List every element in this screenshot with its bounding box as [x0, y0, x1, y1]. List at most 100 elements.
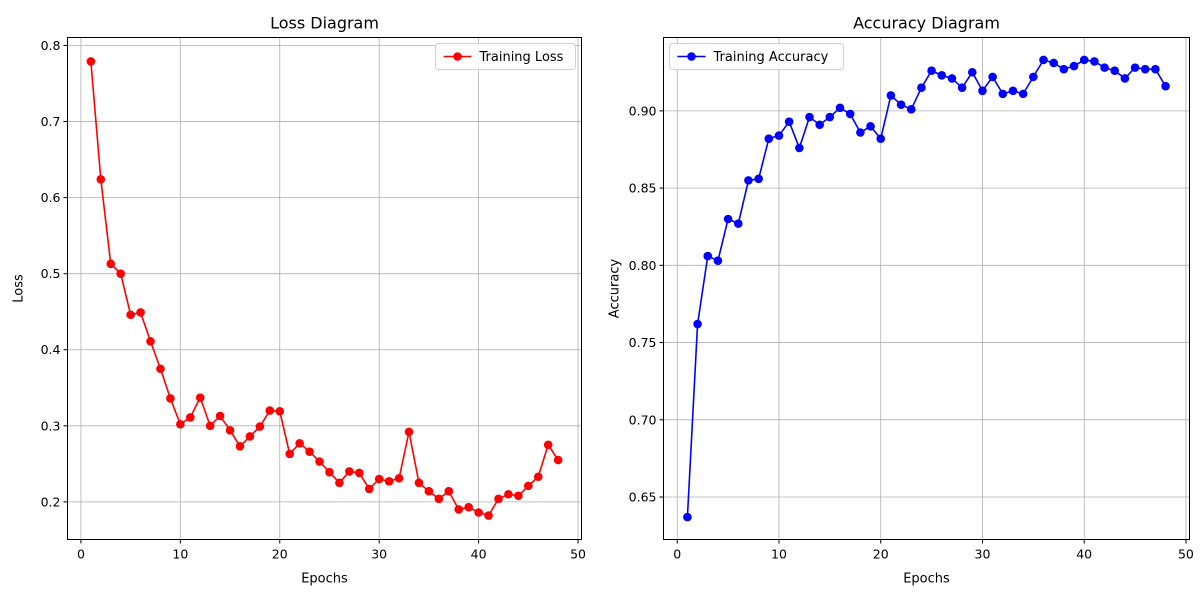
accuracy-data-point [805, 112, 814, 122]
accuracy-data-point [795, 143, 804, 153]
loss-data-point [245, 432, 255, 441]
accuracy-data-point [1079, 55, 1089, 65]
accuracy-x-tick-label: 40 [1076, 547, 1092, 562]
accuracy-chart-title: Accuracy Diagram [853, 14, 1000, 33]
accuracy-data-point [876, 134, 886, 143]
loss-data-point [444, 486, 454, 496]
accuracy-data-point [683, 512, 692, 522]
loss-data-point [374, 474, 384, 484]
loss-data-point [116, 269, 125, 278]
accuracy-data-point [733, 219, 743, 228]
loss-x-tick-label: 20 [272, 547, 288, 562]
accuracy-data-point [1090, 57, 1099, 66]
loss-data-point [424, 486, 434, 496]
accuracy-data-point [917, 83, 926, 92]
accuracy-data-point [744, 176, 753, 185]
accuracy-x-tick-label: 50 [1178, 547, 1194, 562]
loss-data-point [305, 447, 314, 456]
loss-data-point [315, 457, 324, 466]
loss-y-tick-label: 0.8 [41, 38, 61, 53]
loss-data-point [325, 467, 334, 477]
accuracy-y-tick-label: 0.80 [629, 258, 657, 273]
loss-data-point [394, 473, 404, 483]
loss-chart-title: Loss Diagram [270, 14, 379, 33]
accuracy-x-tick-label: 0 [673, 547, 681, 562]
accuracy-data-point [866, 122, 875, 131]
accuracy-data-point [703, 251, 713, 261]
loss-data-point [414, 478, 424, 488]
loss-data-point [166, 394, 175, 403]
accuracy-legend-label: Training Accuracy [713, 50, 829, 65]
accuracy-data-point [723, 214, 733, 224]
loss-data-point [96, 175, 106, 184]
loss-data-point [404, 427, 414, 437]
accuracy-data-point [1039, 55, 1048, 65]
loss-plot-frame [67, 37, 582, 540]
loss-data-point [146, 337, 155, 346]
loss-data-point [384, 477, 394, 486]
loss-y-tick-label: 0.7 [41, 114, 61, 129]
loss-data-point [514, 491, 523, 501]
loss-data-point [195, 393, 205, 402]
loss-data-point [454, 505, 464, 514]
loss-data-point [364, 484, 374, 494]
loss-data-point [156, 364, 165, 374]
accuracy-plot-frame [663, 37, 1190, 540]
loss-data-point [474, 508, 483, 517]
accuracy-data-point [774, 131, 784, 140]
accuracy-data-point [927, 66, 936, 76]
loss-data-point [285, 449, 295, 459]
loss-data-point [275, 407, 285, 416]
loss-data-point [434, 494, 444, 504]
accuracy-data-point [815, 120, 824, 130]
accuracy-data-point [1029, 72, 1038, 82]
loss-data-point [265, 406, 275, 415]
loss-data-point [136, 308, 145, 317]
accuracy-data-point [947, 74, 957, 83]
loss-x-tick-label: 40 [471, 547, 487, 562]
loss-data-point [176, 419, 185, 429]
accuracy-data-point [1018, 89, 1028, 99]
accuracy-data-point [1110, 66, 1120, 76]
accuracy-data-point [693, 319, 702, 329]
loss-data-point [345, 467, 354, 476]
accuracy-data-point [1069, 61, 1079, 71]
loss-data-point [354, 468, 364, 478]
accuracy-chart: 0 10 20 30 40 50 0.65 0.70 0.75 0.80 0.85 0.90 Accur… [608, 14, 1194, 587]
loss-data-point [235, 442, 245, 451]
accuracy-data-point [988, 72, 997, 82]
accuracy-x-tick-label: 10 [771, 547, 787, 562]
loss-data-point [543, 440, 553, 450]
loss-x-tick-label: 50 [570, 547, 586, 562]
accuracy-data-point [754, 174, 763, 184]
loss-data-point [553, 455, 563, 465]
loss-data-point [464, 502, 473, 512]
loss-x-axis-label: Epochs [301, 572, 348, 587]
accuracy-y-axis-label: Accuracy [608, 259, 623, 319]
accuracy-data-point [1059, 64, 1069, 74]
loss-series-line [90, 61, 559, 517]
accuracy-data-point [835, 103, 845, 113]
accuracy-legend-box [669, 43, 844, 70]
loss-x-tick-label: 10 [172, 547, 188, 562]
accuracy-data-point [713, 256, 723, 265]
accuracy-x-axis-label: Epochs [903, 572, 950, 587]
accuracy-data-point [896, 100, 906, 109]
accuracy-data-point [906, 105, 916, 114]
accuracy-data-point [978, 86, 987, 96]
accuracy-y-tick-label: 0.85 [629, 181, 657, 196]
loss-x-tick-label: 0 [77, 547, 85, 562]
accuracy-data-point [886, 91, 896, 100]
accuracy-data-point [957, 83, 967, 92]
loss-data-point [106, 259, 116, 269]
loss-data-point [335, 478, 344, 488]
loss-data-point [205, 421, 215, 431]
accuracy-data-point [998, 89, 1008, 99]
accuracy-legend-marker [687, 52, 696, 61]
loss-data-point [225, 426, 235, 435]
loss-legend-marker [453, 52, 462, 61]
loss-data-point [295, 438, 304, 448]
accuracy-data-point [764, 134, 774, 143]
